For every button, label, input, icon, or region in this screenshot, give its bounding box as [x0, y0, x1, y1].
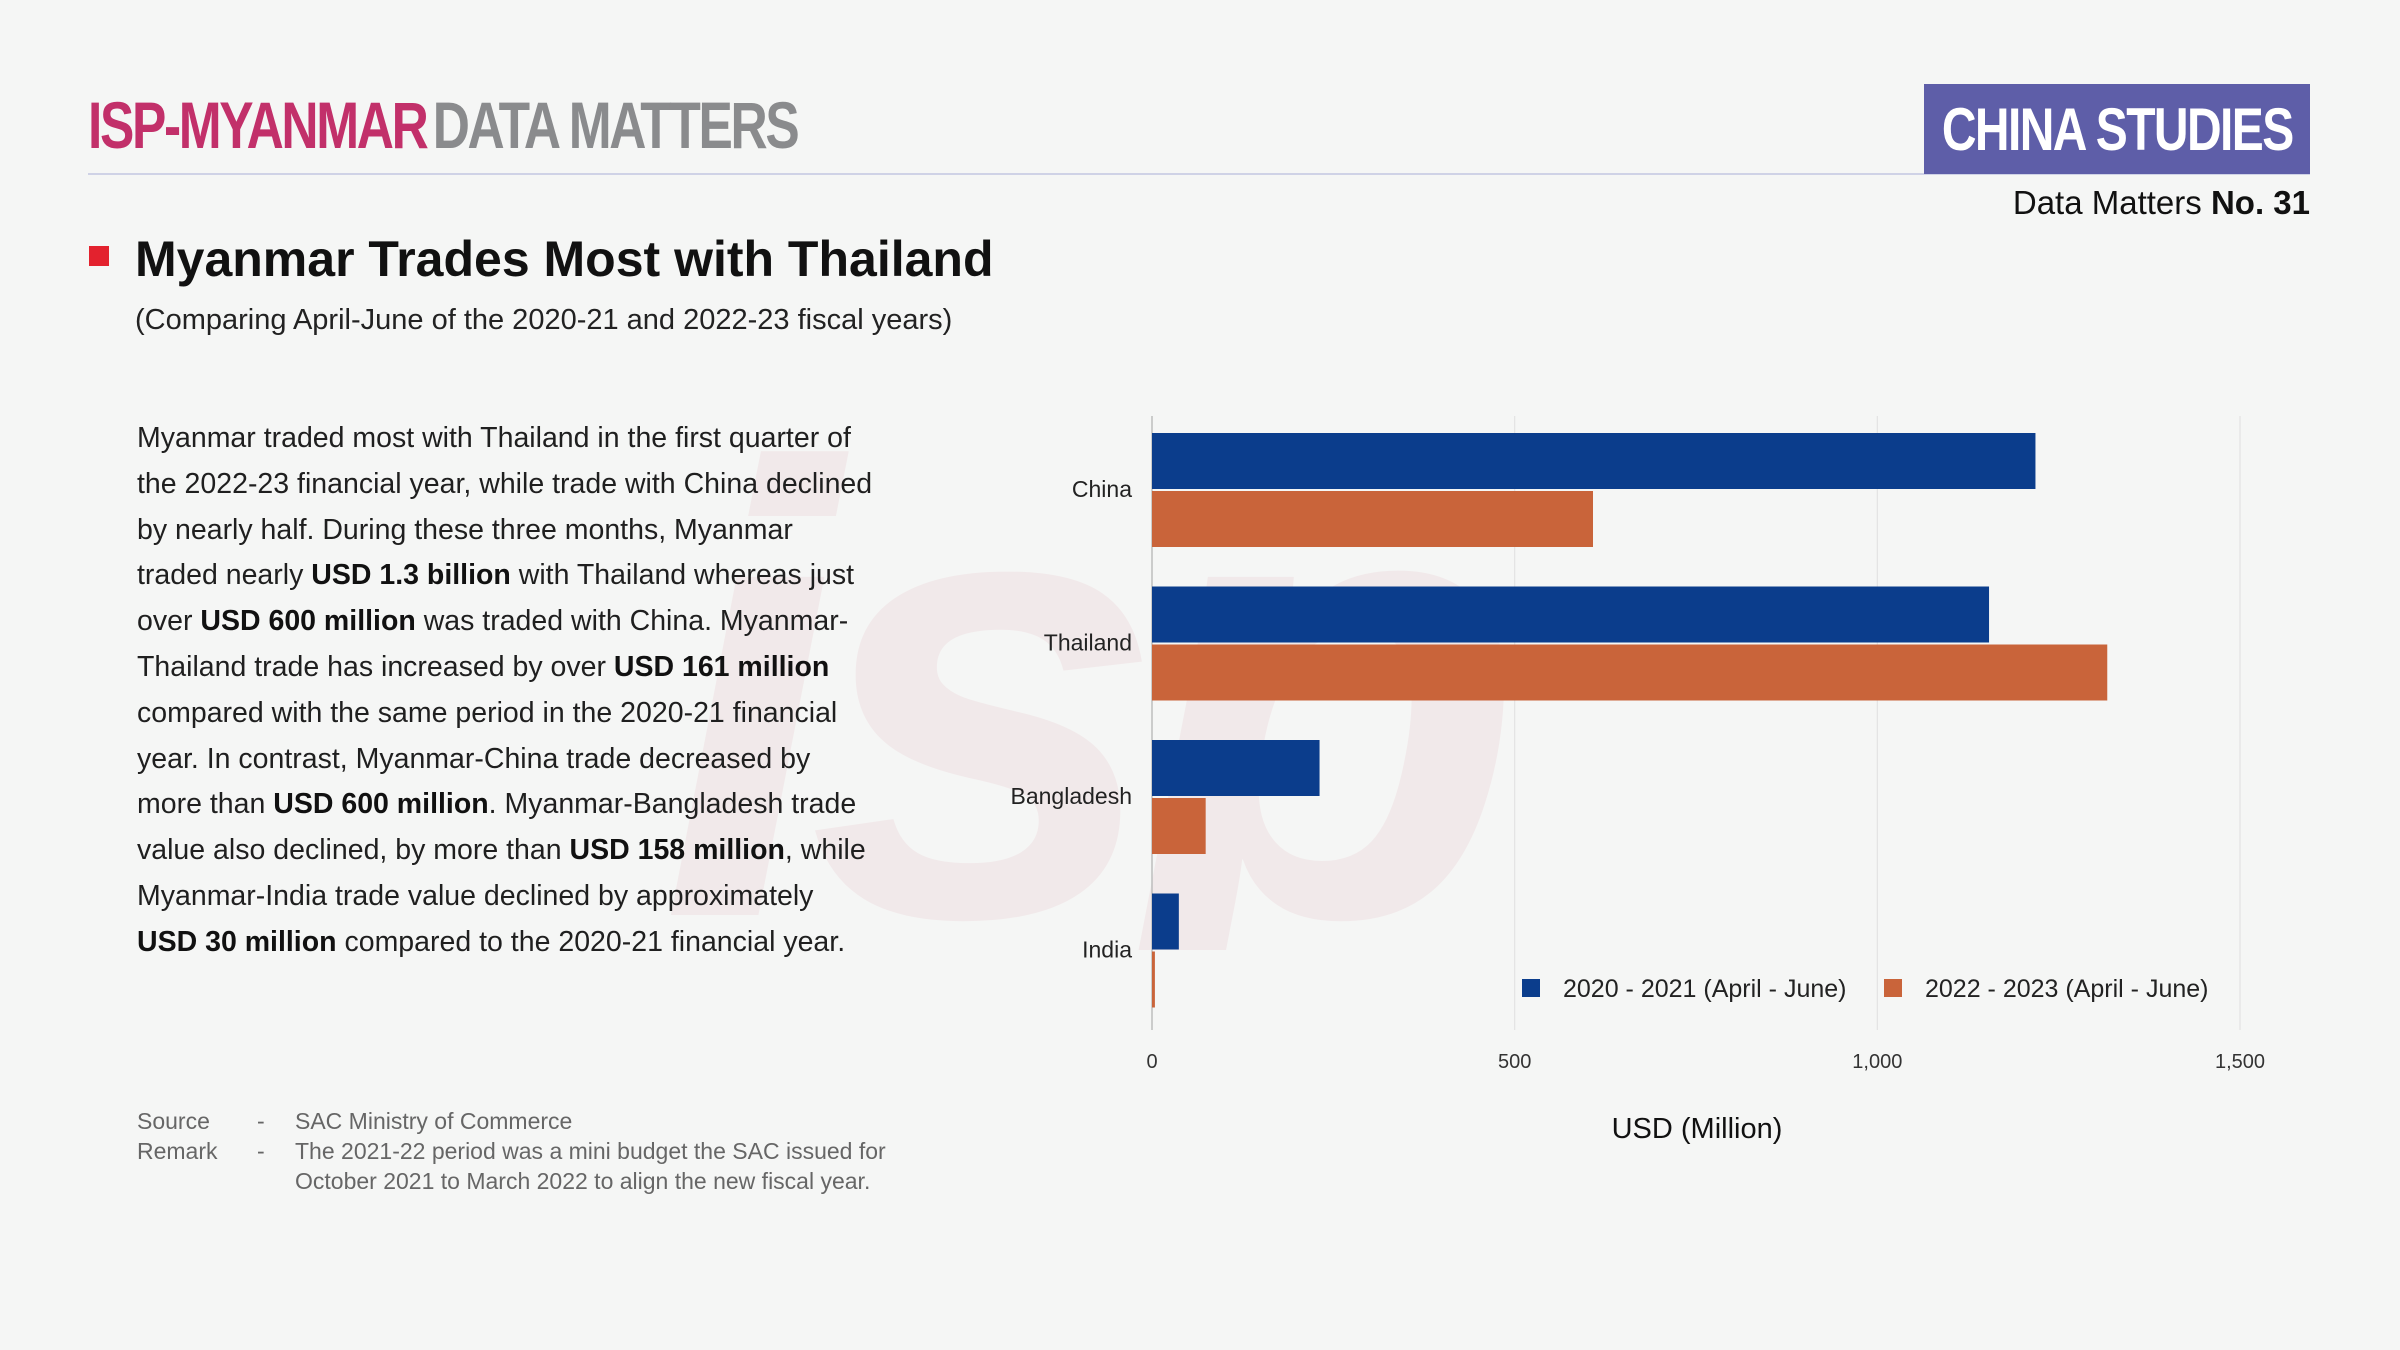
issue-number: Data Matters No. 31: [2013, 184, 2310, 222]
section-badge: CHINA STUDIES: [1924, 84, 2310, 174]
x-tick-label: 1,000: [1852, 1051, 1902, 1073]
page-subtitle: (Comparing April-June of the 2020-21 and…: [135, 304, 953, 336]
section-badge-label: CHINA STUDIES: [1941, 95, 2294, 163]
source-notes: Source - SAC Ministry of Commerce Remark…: [137, 1106, 995, 1196]
bar-thailand-series-2: [1152, 644, 2108, 701]
issue-number-value: No. 31: [2210, 184, 2310, 221]
source-separator: -: [257, 1108, 265, 1134]
bar-china-series-2: [1152, 491, 1594, 547]
x-tick-label: 1,500: [2215, 1051, 2265, 1073]
title-bullet-icon: [89, 246, 109, 266]
issue-label: Data Matters: [2012, 184, 2202, 221]
summary-highlight: USD 600 million: [200, 605, 416, 638]
bar-bangladesh-series-2: [1152, 798, 1206, 854]
remark-value: The 2021-22 period was a mini budget the…: [295, 1138, 886, 1194]
summary-run: was traded with China. Myanmar-Thailand …: [137, 605, 849, 683]
brand-logo: ISP-MYANMARDATA MATTERS: [88, 92, 800, 158]
bar-bangladesh-series-1: [1152, 740, 1320, 796]
source-row: Source - SAC Ministry of Commerce: [137, 1106, 995, 1136]
summary-highlight: USD 30 million: [137, 925, 337, 958]
summary-run: compared to the 2020-21 financial year.: [336, 925, 846, 958]
summary-highlight: USD 600 million: [273, 788, 489, 821]
brand-secondary: DATA MATTERS: [432, 88, 800, 162]
bar-india-series-2: [1152, 951, 1155, 1008]
header-divider: [88, 173, 2310, 175]
x-tick-label: 0: [1146, 1051, 1157, 1073]
source-label: Source: [137, 1108, 210, 1134]
summary-highlight: USD 158 million: [569, 834, 785, 867]
legend-label: 2020 - 2021 (April - June): [1563, 975, 1846, 1003]
summary-highlight: USD 161 million: [613, 650, 830, 683]
bar-thailand-series-1: [1152, 586, 1990, 643]
category-label: Bangladesh: [1011, 783, 1133, 809]
summary-run: compared with the same period in the 202…: [137, 696, 838, 821]
category-label: Thailand: [1044, 630, 1132, 656]
page-title: Myanmar Trades Most with Thailand: [135, 231, 994, 287]
bar-china-series-1: [1152, 433, 2036, 489]
x-axis-title: USD (Million): [1612, 1113, 1783, 1145]
summary-run: . Myanmar-Bangladesh trade value also de…: [137, 788, 857, 867]
x-tick-label: 500: [1498, 1051, 1531, 1073]
remark-label: Remark: [137, 1138, 218, 1164]
category-label: China: [1072, 476, 1132, 502]
remark-row: Remark - The 2021-22 period was a mini b…: [137, 1136, 995, 1196]
summary-run: Myanmar traded most with Thailand in the…: [137, 422, 873, 592]
summary-run: , while Myanmar-India trade value declin…: [137, 834, 866, 912]
legend-swatch: [1884, 979, 1902, 997]
bar-india-series-1: [1152, 893, 1179, 950]
summary-highlight: USD 1.3 billion: [311, 559, 511, 592]
summary-paragraph: Myanmar traded most with Thailand in the…: [137, 416, 877, 966]
summary-text: Myanmar traded most with Thailand in the…: [137, 416, 877, 966]
summary-run: with Thailand whereas just over: [137, 559, 855, 638]
brand-primary: ISP-MYANMAR: [88, 88, 429, 162]
legend-label: 2022 - 2023 (April - June): [1925, 975, 2208, 1003]
category-label: India: [1082, 937, 1132, 963]
legend-swatch: [1522, 979, 1540, 997]
remark-separator: -: [257, 1138, 265, 1164]
source-value: SAC Ministry of Commerce: [295, 1108, 573, 1134]
